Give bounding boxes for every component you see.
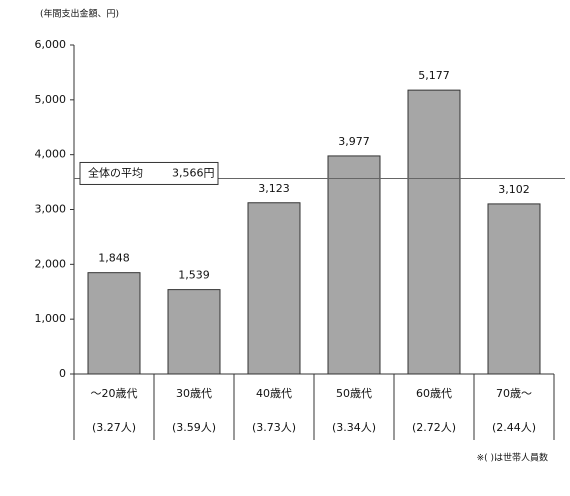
x-tick-label: 70歳〜 [496,387,532,400]
value-label: 1,539 [178,269,210,282]
bar [327,155,381,375]
bar [247,202,301,375]
y-tick-label: 2,000 [35,257,67,270]
average-label: 全体の平均 [88,165,143,179]
note: ※( )は世帯人員数 [477,452,548,464]
x-tick-label: 〜20歳代 [91,387,138,400]
household-size: (3.59人) [172,421,216,434]
bar [407,89,461,375]
y-tick-label: 4,000 [35,148,67,161]
value-label: 1,848 [98,252,130,265]
y-axis-label: (年間支出金額、円) [40,8,119,20]
y-tick-label: 3,000 [35,203,67,216]
value-label: 3,123 [258,182,290,195]
household-size: (2.72人) [412,421,456,434]
value-label: 3,102 [498,183,530,196]
x-tick-label: 30歳代 [176,387,212,400]
bar [167,289,221,375]
household-size: (2.44人) [492,421,536,434]
household-size: (3.73人) [252,421,296,434]
value-label: 5,177 [418,69,450,82]
y-tick-label: 6,000 [35,38,67,51]
y-tick-label: 1,000 [35,312,67,325]
x-tick-label: 60歳代 [416,387,452,400]
household-size: (3.34人) [332,421,376,434]
average-box [79,161,219,185]
bar [87,272,141,375]
average-value: 3,566円 [172,166,215,179]
bar [487,203,541,375]
value-label: 3,977 [338,135,370,148]
household-size: (3.27人) [92,421,136,434]
y-tick-label: 5,000 [35,93,67,106]
y-tick-label: 0 [59,367,66,380]
x-tick-label: 40歳代 [256,387,292,400]
x-tick-label: 50歳代 [336,387,372,400]
